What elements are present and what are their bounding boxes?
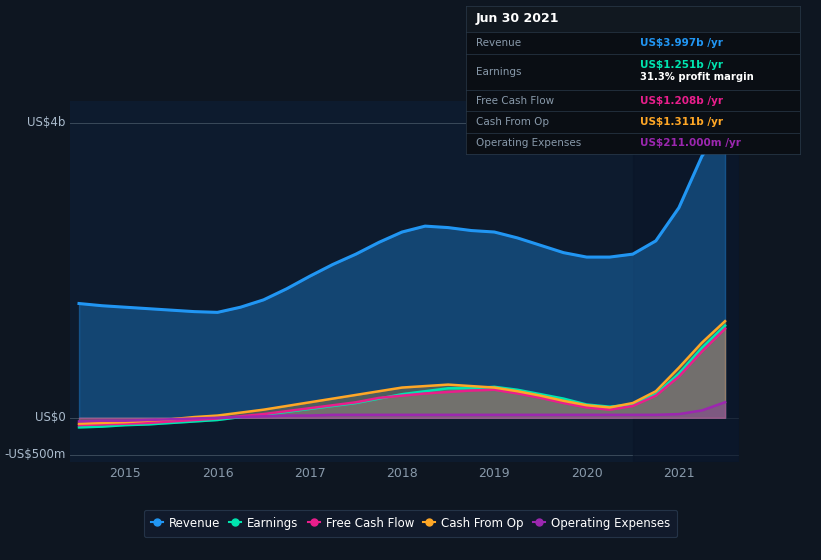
Text: US$3.997b /yr: US$3.997b /yr	[640, 38, 722, 48]
Text: Free Cash Flow: Free Cash Flow	[475, 96, 553, 106]
Text: US$1.208b /yr: US$1.208b /yr	[640, 96, 722, 106]
Bar	[466, 6, 800, 32]
Text: Jun 30 2021: Jun 30 2021	[475, 12, 559, 25]
Text: US$4b: US$4b	[27, 116, 66, 129]
Text: Operating Expenses: Operating Expenses	[475, 138, 580, 148]
Text: US$211.000m /yr: US$211.000m /yr	[640, 138, 741, 148]
Legend: Revenue, Earnings, Free Cash Flow, Cash From Op, Operating Expenses: Revenue, Earnings, Free Cash Flow, Cash …	[144, 510, 677, 537]
Text: US$1.251b /yr: US$1.251b /yr	[640, 59, 722, 69]
Text: US$0: US$0	[35, 411, 66, 424]
Text: Earnings: Earnings	[475, 67, 521, 77]
Text: -US$500m: -US$500m	[4, 448, 66, 461]
Bar	[633, 101, 739, 462]
Text: Revenue: Revenue	[475, 38, 521, 48]
Text: Cash From Op: Cash From Op	[475, 117, 548, 127]
Text: US$1.311b /yr: US$1.311b /yr	[640, 117, 722, 127]
Text: 31.3% profit margin: 31.3% profit margin	[640, 72, 754, 82]
